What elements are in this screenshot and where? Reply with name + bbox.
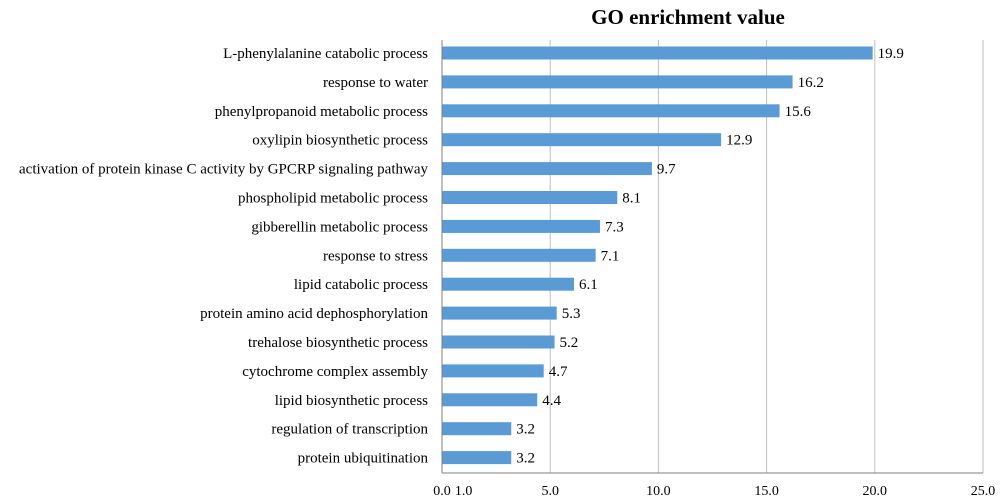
x-axis [441,40,983,474]
bar [442,219,600,233]
chart-title: GO enrichment value [591,5,785,29]
value-label: 3.2 [516,422,535,438]
bar [442,46,873,60]
value-label: 4.4 [542,393,561,409]
bar [442,422,512,436]
bar [442,104,780,118]
category-label: phospholipid metabolic process [238,191,428,207]
bar [442,306,557,320]
category-label: phenylpropanoid metabolic process [215,104,428,120]
value-labels: 19.9 16.2 15.6 12.9 9.7 8.1 7.3 7.16.1 5.3 5.2 4.7… [516,46,904,467]
bars [442,46,873,465]
bar [442,191,618,204]
bar [442,75,793,89]
value-label: 4.7 [549,364,568,380]
category-label: trehalose biosynthetic process [248,335,428,351]
value-label: 5.3 [562,306,581,322]
category-label: oxylipin biosynthetic process [252,133,428,149]
category-label: lipid biosynthetic process [275,393,428,409]
x-tick-labels: 0.0 1.0 5.0 10.0 15.0 20.0 25.0 [433,484,995,499]
category-label: protein amino acid dephosphorylation [200,306,428,322]
bar [442,451,512,465]
value-label: 16.2 [798,75,824,91]
value-label: 5.2 [560,335,579,351]
value-label: 6.1 [579,277,598,293]
value-label: 3.2 [516,451,535,467]
category-labels: L-phenylalanine catabolic process respons… [19,46,428,467]
value-label: 7.3 [605,219,624,235]
category-label: activation of protein kinase C activity … [19,162,428,178]
x-tick-label: 5.0 [541,484,559,499]
bar [442,248,596,262]
category-label: gibberellin metabolic process [251,219,428,235]
value-label: 8.1 [622,191,641,207]
value-label: 19.9 [878,46,904,62]
x-tick-label: 1.0 [455,484,473,499]
bar [442,364,544,378]
category-label: protein ubiquitination [298,451,429,467]
value-label: 12.9 [726,133,752,149]
category-label: L-phenylalanine catabolic process [223,46,428,62]
bar [442,162,652,176]
category-label: regulation of transcription [271,422,428,438]
value-label: 15.6 [785,104,812,120]
value-label: 7.1 [601,248,620,264]
x-tick-label: 0.0 [433,484,451,499]
category-label: cytochrome complex assembly [242,364,428,380]
x-tick-label: 10.0 [646,484,671,499]
value-label: 9.7 [657,162,676,178]
x-tick-label: 25.0 [971,484,996,499]
bar [442,277,575,291]
x-tick-label: 15.0 [754,484,779,499]
bar [442,133,722,147]
category-label: response to stress [323,248,428,264]
bar [442,393,538,407]
x-tick-label: 20.0 [863,484,888,499]
category-label: response to water [323,75,428,91]
bar [442,335,555,349]
category-label: lipid catabolic process [294,277,428,293]
